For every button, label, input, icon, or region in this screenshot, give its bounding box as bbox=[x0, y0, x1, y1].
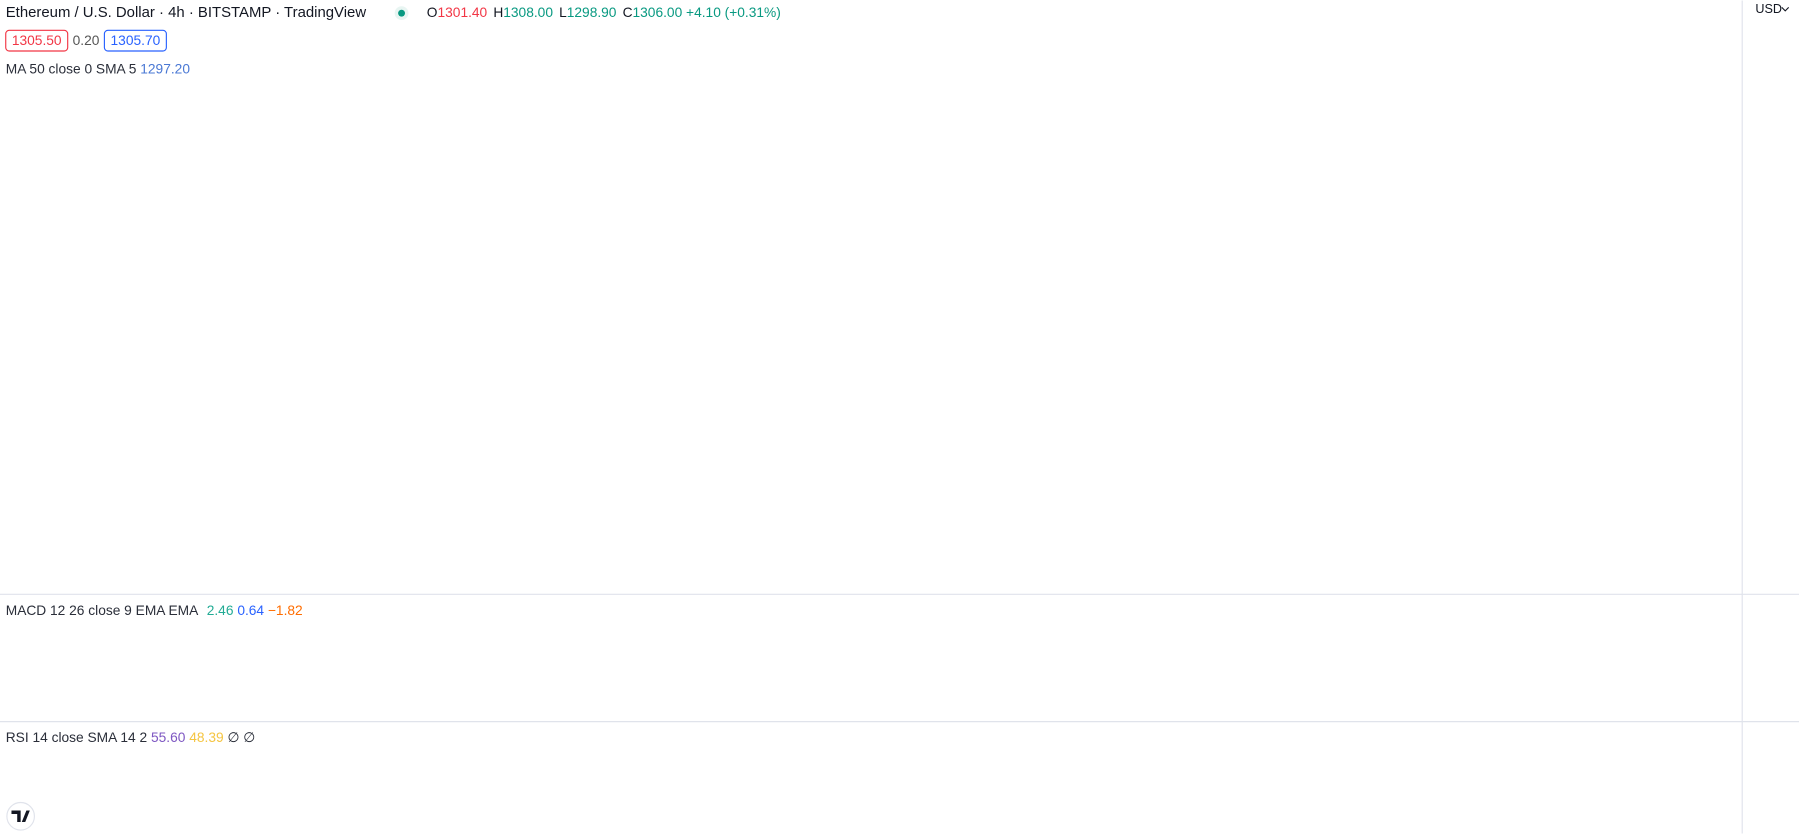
ma-value: 1297.20 bbox=[140, 61, 190, 76]
macd-signal-value: −1.82 bbox=[268, 603, 303, 618]
ohlc-legend: O1301.40 H1308.00 L1298.90 C1306.00 +4.1… bbox=[427, 5, 781, 20]
macd-hist-value: 2.46 bbox=[207, 603, 234, 618]
rsi-name: RSI 14 close SMA 14 2 bbox=[6, 730, 147, 745]
currency-caret[interactable] bbox=[1781, 7, 1790, 12]
buy-box[interactable] bbox=[103, 29, 167, 52]
ohlc-value: 1301.40 bbox=[438, 5, 488, 20]
buy-price[interactable]: 1305.70 bbox=[111, 33, 161, 48]
currency-label[interactable]: USD bbox=[1755, 2, 1782, 16]
ohlc-change: +4.10 (+0.31%) bbox=[686, 5, 781, 20]
rsi-legend: RSI 14 close SMA 14 2 55.60 48.39 ∅ ∅ bbox=[6, 730, 256, 745]
sell-price[interactable]: 1305.50 bbox=[12, 33, 62, 48]
ohlc-value: 1308.00 bbox=[503, 5, 553, 20]
ohlc-key: L bbox=[559, 5, 567, 20]
macd-name: MACD 12 26 close 9 EMA EMA bbox=[6, 603, 199, 618]
ma-legend: MA 50 close 0 SMA 5 1297.20 bbox=[6, 61, 191, 76]
macd-legend: MACD 12 26 close 9 EMA EMA 2.46 0.64 −1.… bbox=[6, 603, 303, 618]
ma-name: MA 50 close 0 SMA 5 bbox=[6, 61, 137, 76]
ohlc-value: 1306.00 bbox=[633, 5, 683, 20]
rsi-ma-value: 48.39 bbox=[189, 730, 223, 745]
macd-value: 0.64 bbox=[237, 603, 264, 618]
ohlc-value: 1298.90 bbox=[567, 5, 617, 20]
symbol-title: Ethereum / U.S. Dollar · 4h · BITSTAMP ·… bbox=[6, 5, 367, 21]
ohlc-key: O bbox=[427, 5, 438, 20]
logo-mark[interactable] bbox=[11, 810, 30, 823]
market-status-dot bbox=[398, 9, 406, 17]
ohlc-key: C bbox=[623, 5, 633, 20]
spread: 0.20 bbox=[73, 33, 100, 48]
sell-box[interactable] bbox=[5, 29, 69, 52]
ohlc-key: H bbox=[493, 5, 503, 20]
rsi-value: 55.60 bbox=[151, 730, 186, 745]
rsi-empty-values: ∅ ∅ bbox=[227, 730, 255, 745]
